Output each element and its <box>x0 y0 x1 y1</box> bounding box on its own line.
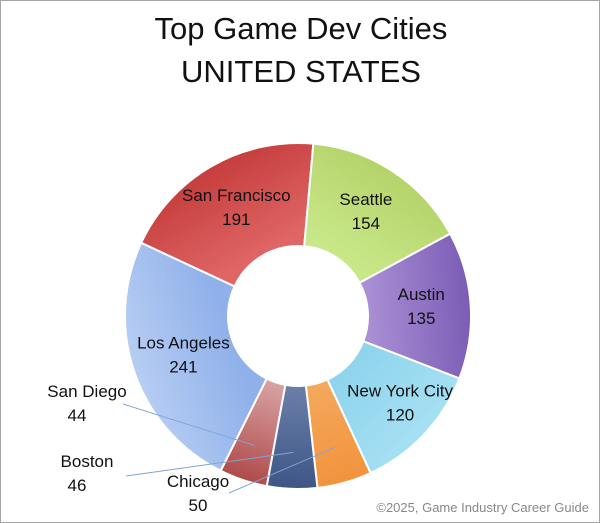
slice-new-york-city <box>326 339 461 475</box>
label-san-diego: San Diego <box>47 382 126 401</box>
value-los-angeles: 241 <box>169 358 197 377</box>
chart-title-line-2: UNITED STATES <box>181 54 421 89</box>
label-new-york-city: New York City <box>347 381 453 400</box>
slice-seattle <box>303 142 452 285</box>
value-seattle: 154 <box>352 214 380 233</box>
value-austin: 135 <box>407 309 435 328</box>
label-san-francisco: San Francisco <box>182 186 291 205</box>
leader-line-san-diego <box>122 403 255 446</box>
label-austin: Austin <box>398 285 445 304</box>
value-san-diego: 44 <box>68 406 87 425</box>
label-chicago: Chicago <box>167 472 229 491</box>
value-chicago: 50 <box>189 496 208 515</box>
slice-austin <box>358 232 472 380</box>
value-boston: 46 <box>68 476 87 495</box>
value-new-york-city: 120 <box>386 405 414 424</box>
label-los-angeles: Los Angeles <box>137 334 230 353</box>
copyright-credit: ©2025, Game Industry Career Guide <box>376 500 589 515</box>
chart-title-line-1: Top Game Dev Cities <box>154 11 448 46</box>
slice-san-francisco <box>139 142 315 288</box>
slice-los-angeles <box>124 241 269 473</box>
label-seattle: Seattle <box>339 190 392 209</box>
value-san-francisco: 191 <box>222 210 250 229</box>
label-boston: Boston <box>61 452 114 471</box>
leader-line-chicago <box>228 446 336 494</box>
leader-line-boston <box>125 451 294 477</box>
